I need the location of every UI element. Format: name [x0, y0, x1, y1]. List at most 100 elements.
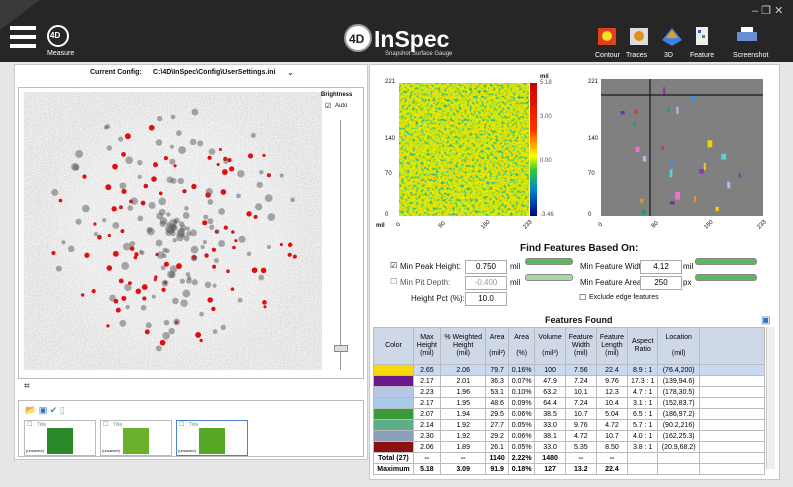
decor: [155, 139, 163, 146]
decor: [163, 319, 170, 326]
decor: [75, 150, 84, 158]
input[interactable]: 4.12: [640, 260, 682, 274]
input[interactable]: 250: [640, 276, 682, 290]
decor: [167, 270, 175, 279]
slider[interactable]: [525, 258, 573, 265]
table-row[interactable]: 2.07 1.94 29.5 0.06% 38.5 10.7 5.04 6.5 : 1 (186…: [373, 408, 765, 420]
thumbnail[interactable]: ☐ Title (unsaved): [24, 420, 96, 456]
decor: [197, 140, 204, 147]
decor: [667, 107, 670, 113]
y-tick-label: 0: [588, 212, 592, 218]
thumb-image: [199, 428, 225, 454]
tool-label[interactable]: Contour: [595, 52, 620, 59]
thumbnail[interactable]: ☐ Title (unsaved): [100, 420, 172, 456]
decor: [112, 250, 119, 257]
table-row[interactable]: 2.65 2.06 79.7 0.16% 100 7.56 22.4 8.9 : 1 (76.4…: [373, 364, 765, 376]
scrollbar[interactable]: [766, 327, 775, 469]
decor: [55, 265, 62, 272]
cell: [627, 463, 659, 475]
cell: 26.1: [485, 441, 509, 453]
config-path[interactable]: C:\4D\InSpec\Config\UserSettings.ini: [153, 69, 276, 76]
check[interactable]: ☐: [390, 277, 398, 286]
decor: [172, 238, 177, 243]
slider[interactable]: [525, 274, 573, 281]
decor: [202, 240, 207, 245]
cell: 27.7: [485, 419, 509, 431]
decor: [129, 241, 136, 247]
logo: InSpec: [374, 26, 450, 52]
cell: 1.96: [439, 386, 487, 398]
column-header: % Weighted Height (mil): [439, 327, 487, 365]
decor: [140, 200, 146, 206]
decor: [229, 166, 235, 172]
dropdown-arrow[interactable]: ⌄: [287, 68, 294, 77]
crop-icon[interactable]: ⌗: [24, 381, 30, 392]
slider[interactable]: [695, 274, 757, 281]
decor: [211, 306, 216, 312]
brightness-thumb[interactable]: [334, 345, 348, 352]
unit: mil: [683, 262, 694, 271]
table-row[interactable]: 2.30 1.92 29.2 0.06% 38.1 4.72 10.7 4.0 : 1 (162…: [373, 430, 765, 442]
decor: [156, 251, 165, 259]
cell: (139,94.6): [657, 375, 700, 387]
cell: 22.4: [595, 364, 629, 376]
decor: [159, 217, 168, 225]
cell: (20.9,68.2): [657, 441, 700, 453]
decor: [675, 191, 680, 200]
decor: [169, 144, 175, 149]
decor: [145, 322, 152, 329]
decor: [103, 125, 109, 130]
cell: 38.1: [534, 430, 566, 442]
table-row[interactable]: 2.17 2.01 36.3 0.07% 47.9 7.24 9.76 17.3 : 1 (13…: [373, 375, 765, 387]
tool-label[interactable]: Screenshot: [733, 52, 769, 59]
table-row[interactable]: 2.23 1.96 53.1 0.10% 63.2 10.1 12.3 4.7 : 1 (178…: [373, 386, 765, 398]
decor: [137, 215, 144, 222]
thumb-status: (unsaved): [178, 448, 196, 453]
decor: [170, 114, 176, 120]
decor: [105, 184, 112, 191]
features-table: Color Max Height (mil)% Weighted Height (…: [373, 327, 765, 475]
title-bar-art: – ❐ ✕: [0, 0, 783, 52]
thumb-tools[interactable]: 📂 ▣ ✔ ▯: [25, 405, 65, 415]
table-row[interactable]: 2.17 1.95 48.6 0.09% 64.4 7.24 10.4 3.1 : 1 (152…: [373, 397, 765, 409]
slider[interactable]: [695, 258, 757, 265]
decor: [118, 136, 124, 142]
decor: [137, 174, 142, 179]
cell: 0.10%: [507, 386, 536, 398]
decor: [663, 87, 666, 95]
check[interactable]: ☐: [579, 293, 587, 302]
input[interactable]: 10.0: [465, 292, 507, 306]
input[interactable]: 0.750: [465, 260, 507, 274]
tool-label[interactable]: 3D: [664, 52, 673, 59]
column-header: [699, 327, 765, 365]
decor: [690, 96, 696, 101]
decor: [106, 145, 113, 151]
colorbar-unit: mil: [540, 74, 549, 80]
cell: 3.1 : 1: [627, 397, 659, 409]
check[interactable]: ☑: [390, 261, 398, 270]
decor: [190, 254, 198, 262]
decor: [292, 254, 297, 259]
auto-checkbox[interactable]: ☑: [325, 103, 332, 110]
tool-label[interactable]: Feature: [690, 52, 715, 59]
find-title: Find Features Based On:: [520, 243, 639, 254]
brightness-track: [340, 120, 341, 370]
input[interactable]: -0.400: [465, 276, 507, 290]
decor: [177, 177, 184, 185]
app-button[interactable]: Measure: [47, 50, 75, 57]
tool-label[interactable]: Traces: [626, 52, 648, 59]
cell: (178,30.5): [657, 386, 700, 398]
decor: [121, 188, 127, 194]
decor: [199, 311, 204, 317]
decor: [115, 307, 121, 313]
decor: [158, 191, 163, 196]
table-row[interactable]: 2.14 1.92 27.7 0.05% 33.0 9.76 4.72 5.7 : 1 (90.…: [373, 419, 765, 431]
unit: px: [683, 278, 692, 287]
cell: 2.30: [412, 430, 441, 442]
save-icon[interactable]: ▣: [761, 315, 771, 326]
decor: [634, 109, 638, 114]
decor: [191, 183, 197, 190]
thumbnail[interactable]: ☐ Title (unsaved): [176, 420, 248, 456]
table-row[interactable]: 2.06 1.89 26.1 0.05% 33.0 5.35 8.50 3.8 : 1 (20.…: [373, 441, 765, 453]
